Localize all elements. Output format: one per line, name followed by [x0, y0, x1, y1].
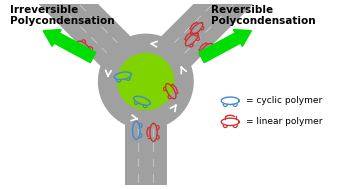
- Text: Irreversible
Polycondensation: Irreversible Polycondensation: [9, 5, 114, 26]
- FancyArrow shape: [199, 29, 251, 63]
- Circle shape: [117, 53, 175, 110]
- Polygon shape: [36, 0, 130, 66]
- Text: Reversible
Polycondensation: Reversible Polycondensation: [211, 5, 316, 26]
- Text: = cyclic polymer: = cyclic polymer: [246, 96, 322, 105]
- Polygon shape: [125, 125, 167, 189]
- FancyArrow shape: [43, 29, 96, 63]
- Text: = linear polymer: = linear polymer: [246, 117, 322, 126]
- Polygon shape: [161, 0, 256, 66]
- Circle shape: [98, 34, 194, 129]
